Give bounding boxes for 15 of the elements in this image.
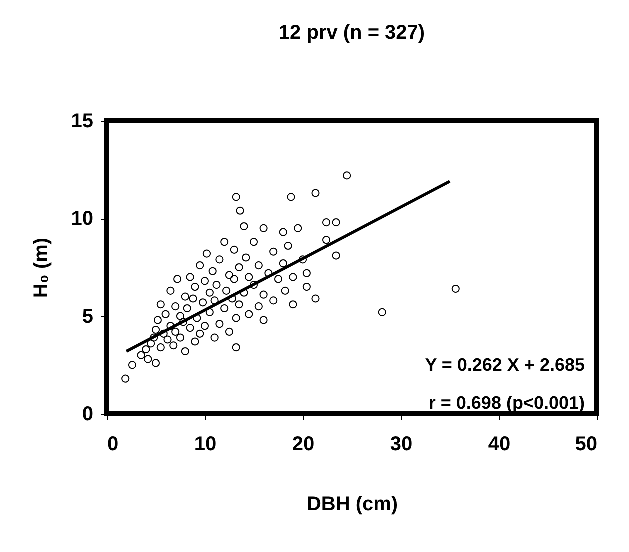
- y-axis-title: H₀ (m): [30, 238, 52, 298]
- annotation: Y = 0.262 X + 2.685: [425, 355, 585, 375]
- x-axis-title: DBH (cm): [306, 494, 398, 516]
- annotation: r = 0.698 (p<0.001): [428, 393, 585, 413]
- x-tick-label: 50: [575, 434, 598, 456]
- x-tick-label: 0: [108, 434, 119, 456]
- y-tick-label: 5: [82, 306, 94, 328]
- y-tick-label: 10: [71, 208, 94, 230]
- y-tick-label: 15: [71, 110, 94, 132]
- x-tick-label: 10: [194, 434, 217, 456]
- chart-title: 12 prv (n = 327): [278, 22, 426, 44]
- x-tick-label: 40: [488, 434, 511, 456]
- x-tick-label: 30: [390, 434, 413, 456]
- y-tick-label: 0: [82, 404, 94, 426]
- x-tick-label: 20: [292, 434, 315, 456]
